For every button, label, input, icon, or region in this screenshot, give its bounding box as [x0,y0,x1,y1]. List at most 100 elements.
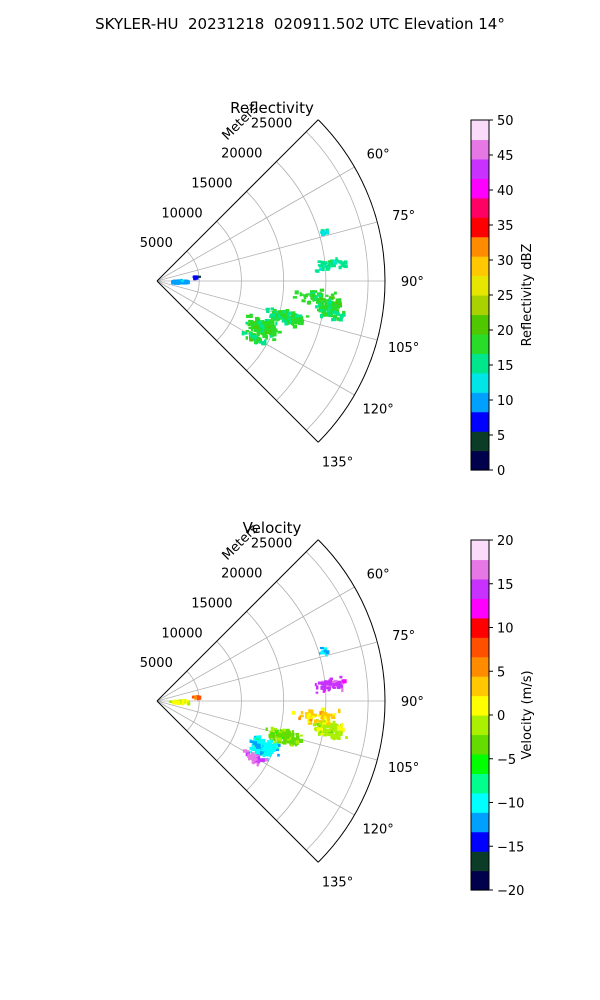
vel-echo-gate [286,735,290,740]
refl-echo-gate [337,260,343,263]
vel-echo-gate [291,730,294,733]
refl-echo-gate [338,318,343,322]
refl-echo-gate [248,323,253,327]
refl-echo-gate [176,280,181,284]
vel-echo-gate [319,652,322,655]
vel-echo-gate [275,729,279,734]
refl-echo-gate [254,333,257,336]
vel-echo-gate [345,736,348,740]
refl-echo-gate [321,232,325,237]
vel-echo-gate [308,709,313,712]
vel-colorbar-segment [471,540,489,561]
refl-colorbar-tick-label: 35 [497,219,514,234]
refl-echo-gate [325,301,328,306]
vel-echo-gate [265,747,269,750]
vel-echo-gate [332,713,337,716]
refl-echo-gate [292,296,298,299]
refl-range-ring [216,221,242,341]
refl-echo-gate [340,263,345,268]
vel-colorbar-segment [471,734,489,755]
vel-echo-gate [319,730,322,733]
refl-echo-gate [319,309,323,312]
vel-echo-gate [255,737,260,741]
vel-colorbar-segment [471,598,489,619]
vel-echo-gate [249,746,252,750]
refl-echo-gate [257,333,260,336]
vel-echo-gate [335,735,339,740]
vel-echo-gate [323,716,327,720]
vel-echo-gate [308,709,312,714]
refl-colorbar-tick-label: 15 [497,359,514,374]
vel-echo-gate [296,735,300,739]
refl-echo-gate [194,275,198,280]
refl-echo-gate [334,259,339,262]
refl-echo-gate [183,280,187,283]
refl-echo-gate [333,260,337,264]
vel-colorbar-segment [471,637,489,658]
refl-echo-gate [317,260,322,264]
vel-echo-gate [284,736,287,739]
vel-echo-gate [333,680,336,684]
refl-r-tick-label: 25000 [251,117,292,132]
refl-echo-gate [273,308,277,312]
vel-echo-gate [256,743,261,748]
refl-echo-gate [250,327,253,332]
refl-echo-gate [259,324,264,329]
refl-echo-gate [282,311,287,315]
refl-echo-gate [294,315,300,318]
refl-echo-gate [254,341,257,345]
vel-echo-gate [326,723,329,728]
refl-echo-gate [272,338,277,342]
refl-echo-gate [327,307,331,310]
refl-echo-gate [325,230,330,235]
vel-echo-gate [338,708,341,714]
refl-echo-gate [331,317,334,322]
refl-echo-gate [305,293,310,296]
vel-echo-gate [282,734,286,738]
refl-echo-gate [257,337,261,341]
vel-r-tick-label: 20000 [221,567,262,582]
refl-colorbar-segment [471,178,489,199]
vel-echo-gate [320,725,323,729]
vel-echo-gate [315,691,319,694]
vel-range-ring [305,551,369,851]
refl-echo-gate [339,262,342,265]
refl-colorbar-segment [471,431,489,452]
refl-echo-gate [254,337,257,342]
vel-echo-gate [287,740,291,744]
vel-echo-gate [337,730,343,736]
refl-echo-gate [300,320,304,324]
vel-echo-gate [250,755,255,758]
vel-echo-gate [312,723,317,727]
vel-echo-gate [291,710,296,715]
vel-r-tick-label: 25000 [251,537,292,552]
refl-echo-gate [245,330,249,333]
vel-echo-gate [328,713,333,717]
refl-echo-gate [325,228,329,231]
vel-echo-gate [321,707,325,712]
vel-echo-gate [327,717,330,722]
vel-echo-gate [337,726,341,729]
vel-echo-gate [335,733,339,737]
vel-echo-gate [197,696,200,701]
refl-echo-gate [271,329,276,333]
refl-echo-gate [335,306,341,309]
vel-echo-gate [287,730,292,734]
refl-echo-gate [254,335,257,339]
vel-echo-gate [290,740,295,745]
refl-echo-gate [318,294,322,297]
vel-echo-gate [279,731,284,736]
vel-echo-gate [331,716,336,720]
vel-echo-gate [285,730,289,735]
vel-echo-gate [322,722,327,725]
refl-colorbar-segment [471,411,489,432]
vel-echo-gate [194,695,197,700]
vel-echo-gate [328,681,333,686]
vel-echo-gate [256,740,260,744]
refl-theta-tick-label: 135° [322,456,353,471]
vel-echo-gate [325,650,330,655]
vel-echo-gate [322,729,328,733]
refl-echo-gate [298,314,303,318]
vel-echo-gate [314,727,317,731]
vel-echo-gate [325,680,331,686]
